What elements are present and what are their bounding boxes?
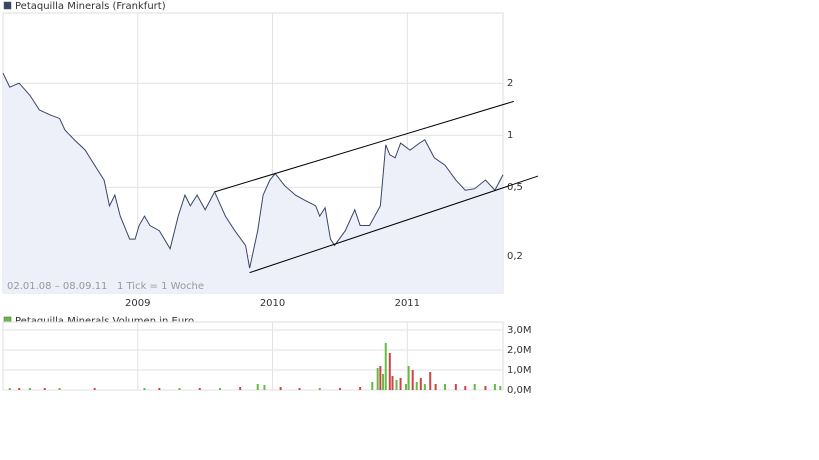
volume-bar (198, 388, 201, 390)
area-fill (3, 73, 503, 293)
volume-bar (429, 372, 432, 390)
x-tick-label: 2010 (260, 298, 285, 309)
y-tick-label: 1,0M (507, 365, 532, 376)
y-tick-label: 0,2 (507, 251, 523, 262)
volume-bar (391, 376, 394, 390)
volume-bar (384, 343, 387, 390)
plot-frame (2, 321, 504, 391)
volume-bar (399, 378, 402, 390)
y-tick-label: 2 (507, 78, 513, 89)
x-tick-label: 2009 (125, 298, 150, 309)
volume-bar (464, 386, 467, 390)
volume-bar (404, 384, 407, 390)
volume-bar (338, 388, 341, 390)
trend-line (249, 175, 539, 274)
volume-bar (376, 368, 379, 390)
y-tick-label: 1 (507, 130, 513, 141)
volume-bar (415, 382, 418, 390)
volume-bar (382, 374, 385, 390)
volume-bar (395, 380, 398, 390)
range-note: 02.01.08 – 08.09.11 1 Tick = 1 Woche (7, 281, 204, 292)
volume-bar (43, 388, 46, 390)
trend-line (214, 100, 514, 193)
volume-bar (263, 385, 266, 390)
volume-bar (419, 378, 422, 390)
volume-bar (298, 388, 301, 390)
y-tick-label: 0,0M (507, 385, 532, 396)
volume-bar (239, 387, 242, 390)
volume-bar (18, 388, 21, 390)
legend-label: Petaquilla Minerals (Frankfurt) (15, 1, 166, 12)
volume-bar (444, 384, 447, 390)
volume-bar (318, 388, 321, 390)
volume-bar (371, 382, 374, 390)
volume-bar (434, 384, 437, 390)
volume-bar (143, 388, 146, 390)
volume-bar (279, 387, 282, 390)
legend-swatch (3, 1, 12, 10)
volume-bar (499, 386, 502, 390)
volume-bar (93, 388, 96, 390)
volume-bar (158, 388, 161, 390)
volume-bar (411, 370, 414, 390)
volume-bar (218, 388, 221, 390)
volume-bar (407, 366, 410, 390)
x-tick-label: 2011 (395, 298, 420, 309)
volume-bar (388, 353, 391, 390)
volume-bar (58, 388, 61, 390)
volume-bar (473, 384, 476, 390)
volume-bar (423, 384, 426, 390)
volume-bar (379, 366, 382, 390)
volume-bar (484, 386, 487, 390)
volume-bar (178, 388, 181, 390)
y-tick-label: 2,0M (507, 345, 532, 356)
volume-bar (8, 388, 11, 390)
y-tick-label: 3,0M (507, 325, 532, 336)
volume-bar (359, 387, 362, 390)
volume-bar (256, 384, 259, 390)
y-tick-label: 0,5 (507, 182, 523, 193)
volume-bar (28, 388, 31, 390)
volume-bar (454, 384, 457, 390)
volume-bar (493, 384, 496, 390)
price-line (2, 72, 504, 269)
